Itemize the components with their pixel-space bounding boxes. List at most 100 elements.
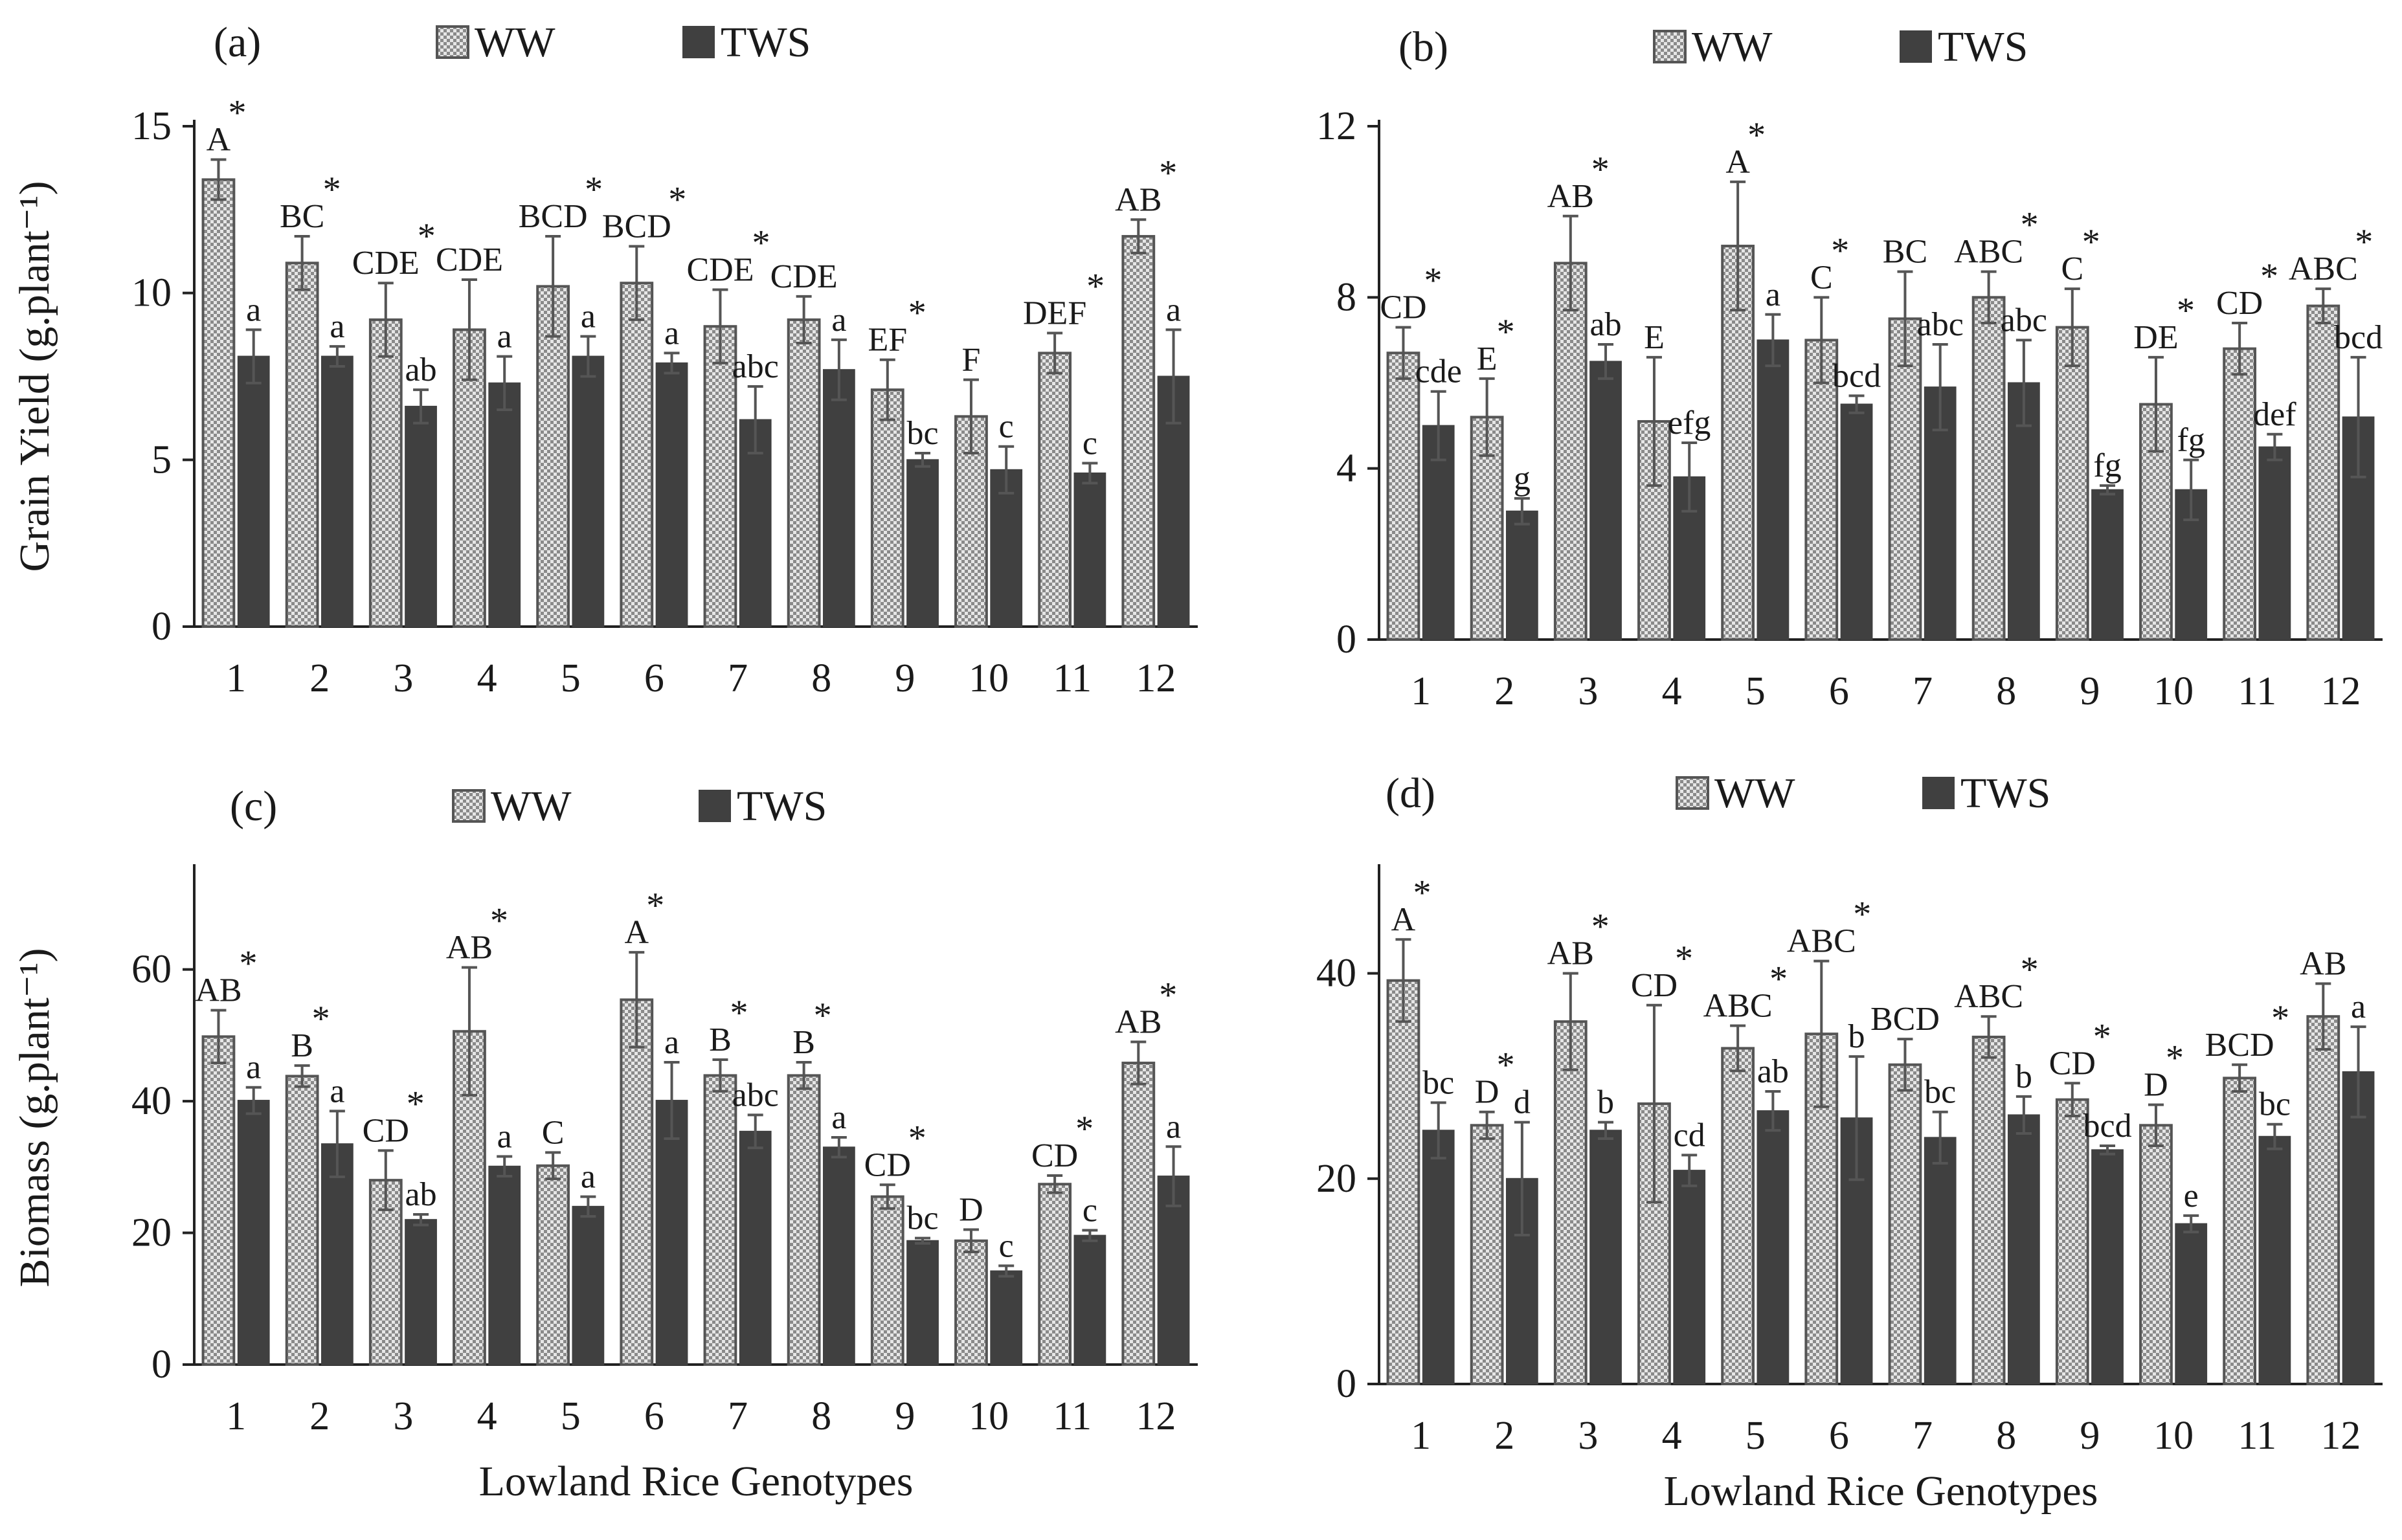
tws-bar <box>822 1146 855 1366</box>
tws-letter: a <box>581 298 596 335</box>
significance-star: * <box>1769 959 1788 999</box>
significance-star: * <box>2021 950 2039 990</box>
ww-letter: E <box>1644 319 1665 356</box>
x-tick-label: 10 <box>2153 669 2194 713</box>
ww-bar <box>2223 347 2257 642</box>
tws-bar <box>1505 510 1538 640</box>
legend: WW TWS <box>1676 770 2050 817</box>
tws-letter: abc <box>2001 302 2047 339</box>
y-tick-label: 60 <box>131 948 172 992</box>
legend: WW TWS <box>452 783 827 830</box>
tws-letter: a <box>330 1073 344 1110</box>
tws-letter: ab <box>405 1176 436 1213</box>
ww-bar <box>2055 326 2089 641</box>
y-tick-label: 8 <box>1336 275 1356 319</box>
tws-bar <box>1073 1234 1106 1365</box>
x-tick-label: 9 <box>2080 669 2100 713</box>
x-tick-label: 2 <box>309 1394 330 1438</box>
y-tick-label: 0 <box>1336 618 1356 662</box>
tws-bar <box>1422 1130 1455 1385</box>
tws-bar <box>655 1100 688 1365</box>
y-tick-label: 40 <box>131 1079 172 1123</box>
tws-letter: c <box>999 408 1014 445</box>
tws-letter: a <box>581 1159 596 1196</box>
tws-letter: a <box>497 1119 512 1155</box>
panel-c: 0 20 40 60 (c) WW TWS Biomass (g.plant⁻¹) Lowlan… <box>11 783 1198 1505</box>
tws-letter: abc <box>1917 306 1964 343</box>
tws-letter: a <box>497 318 512 355</box>
ww-bar <box>1038 1183 1072 1366</box>
ww-letter: AB <box>1547 178 1594 215</box>
ww-bar <box>1553 1020 1588 1385</box>
tws-letter: abc <box>732 1077 779 1113</box>
ww-letter: CD <box>864 1146 911 1183</box>
tws-bar <box>2175 1223 2208 1385</box>
x-tick-label: 2 <box>309 656 330 700</box>
ww-letter: C <box>2061 251 2083 287</box>
x-tick-label: 6 <box>1829 669 1849 713</box>
x-tick-label: 4 <box>1662 669 1682 713</box>
x-tick-label: 8 <box>1996 669 2016 713</box>
x-tick-label: 11 <box>1053 656 1092 700</box>
legend-tws-label: TWS <box>721 19 811 66</box>
x-tick-label: 2 <box>1494 669 1514 713</box>
ww-bar <box>201 1035 236 1367</box>
x-tick-label: 10 <box>969 1394 1009 1438</box>
tws-bar <box>2258 446 2291 640</box>
significance-star: * <box>1424 261 1442 301</box>
tws-letter: c <box>999 1227 1014 1264</box>
x-tick-label: 12 <box>2320 1414 2361 1458</box>
ww-letter: DE <box>2133 319 2178 356</box>
x-tick-label: 7 <box>728 656 748 700</box>
ww-letter: E <box>1477 340 1498 377</box>
significance-star: * <box>407 1084 425 1124</box>
ww-letter: AB <box>1115 181 1162 218</box>
significance-star: * <box>1675 939 1693 979</box>
ww-bar <box>1721 245 1755 641</box>
x-tick-label: 1 <box>226 1394 246 1438</box>
y-axis-label: Biomass (g.plant⁻¹) <box>11 948 58 1288</box>
tws-letter: cd <box>1674 1117 1705 1154</box>
x-tick-label: 11 <box>1053 1394 1092 1438</box>
tws-bar <box>1924 1137 1957 1385</box>
significance-star: * <box>1853 895 1871 935</box>
y-tick-label: 5 <box>152 438 172 482</box>
ww-bar <box>620 282 654 628</box>
ww-bar <box>787 1074 821 1366</box>
ww-bar <box>1038 352 1072 629</box>
significance-star: * <box>312 999 330 1039</box>
significance-star: * <box>2082 222 2100 262</box>
ww-letter: BC <box>1883 234 1927 271</box>
tws-letter: a <box>330 308 344 345</box>
significance-star: * <box>2021 205 2039 245</box>
tws-letter: ab <box>1589 306 1621 343</box>
legend-tws-label: TWS <box>1938 23 2028 71</box>
tws-letter: fg <box>2177 421 2205 458</box>
legend-ww-swatch <box>1676 776 1709 810</box>
x-tick-label: 1 <box>1411 1414 1431 1458</box>
legend-ww-label: WW <box>475 19 556 66</box>
tws-bar <box>1073 472 1106 627</box>
tws-letter: d <box>1514 1084 1531 1121</box>
legend-tws-swatch <box>682 26 715 58</box>
y-tick-label: 10 <box>131 271 172 315</box>
tws-letter: bc <box>1422 1064 1454 1101</box>
significance-star: * <box>323 170 341 210</box>
significance-star: * <box>752 223 770 263</box>
tws-bar <box>2342 1071 2375 1385</box>
tws-letter: cde <box>1415 353 1462 390</box>
tws-bar <box>655 362 688 627</box>
panel-label: (a) <box>214 19 261 66</box>
significance-star: * <box>1497 312 1515 352</box>
x-tick-label: 5 <box>561 1394 581 1438</box>
ww-bar <box>2055 1098 2089 1385</box>
tws-bar <box>1757 339 1790 641</box>
significance-star: * <box>1747 115 1766 155</box>
tws-letter: bcd <box>1832 357 1881 394</box>
ww-bar <box>2223 1077 2257 1385</box>
x-tick-label: 12 <box>2320 669 2361 713</box>
significance-star: * <box>2355 222 2373 262</box>
significance-star: * <box>1831 230 1849 271</box>
